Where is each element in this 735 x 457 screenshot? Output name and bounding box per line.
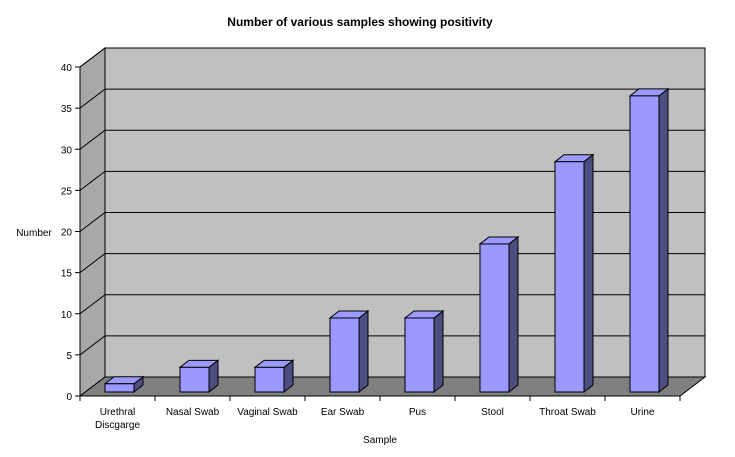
x-tick-label: Urine (631, 407, 655, 418)
x-tick-label: Throat Swab (539, 407, 596, 418)
bar (629, 95, 660, 393)
floor (78, 376, 707, 397)
gridline (79, 88, 705, 109)
bar (329, 317, 360, 393)
y-tick-label: 20 (61, 228, 73, 239)
bar (404, 317, 435, 393)
x-axis-label: Sample (363, 435, 397, 446)
bar-side (508, 235, 519, 394)
y-tick-label: 35 (61, 104, 73, 115)
x-tick-label: Nasal Swab (166, 407, 220, 418)
bar (554, 161, 585, 393)
y-tick-label: 30 (61, 145, 73, 156)
y-tick-label: 5 (66, 351, 72, 362)
bar (104, 383, 135, 393)
plot-area: 0 5 10 15 20 25 30 35 40 Urethral Discgarge Nasal S… (61, 46, 707, 431)
y-tick-label: 0 (66, 392, 72, 403)
x-tick-label: Urethral Discgarge (95, 407, 140, 431)
gridline (79, 129, 705, 150)
bar-side (433, 309, 444, 394)
x-tick-label: Ear Swab (321, 407, 365, 418)
bar (254, 366, 285, 393)
bar (179, 366, 210, 393)
y-tick-label: 10 (61, 310, 73, 321)
gridline (79, 47, 705, 68)
chart-title: Number of various samples showing positi… (227, 15, 493, 29)
y-tick-label: 25 (61, 186, 73, 197)
gridline (79, 212, 705, 232)
y-tick-label: 40 (61, 63, 73, 74)
y-axis-label: Number (16, 228, 52, 239)
bar-side (583, 153, 594, 394)
bar-side (658, 87, 669, 394)
y-tick-label: 15 (61, 269, 73, 280)
x-tick-label: Vaginal Swab (237, 407, 298, 418)
x-tick-label: Stool (481, 407, 504, 418)
gridline (79, 170, 705, 191)
x-tick-label: Pus (409, 407, 426, 418)
bar (479, 243, 510, 393)
bar-side (358, 309, 369, 394)
